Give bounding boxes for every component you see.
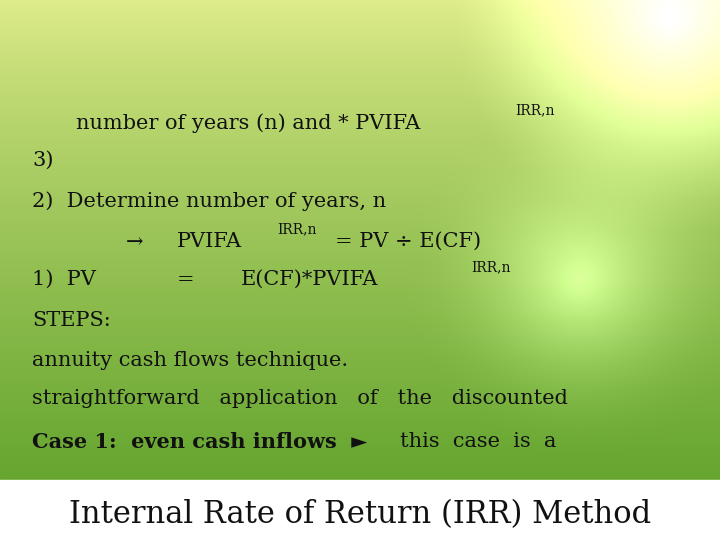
Text: annuity cash flows technique.: annuity cash flows technique. [32,351,348,370]
Text: 3): 3) [32,151,54,170]
Text: 1)  PV: 1) PV [32,270,96,289]
Text: IRR,n: IRR,n [472,260,511,274]
Text: =: = [176,270,194,289]
Text: Case 1:  even cash inflows  ►: Case 1: even cash inflows ► [32,432,368,452]
Text: Internal Rate of Return (IRR) Method: Internal Rate of Return (IRR) Method [69,500,651,530]
Text: STEPS:: STEPS: [32,310,111,329]
Text: →: → [126,232,143,251]
Text: IRR,n: IRR,n [515,104,554,118]
Text: PVIFA: PVIFA [176,232,241,251]
Text: straightforward   application   of   the   discounted: straightforward application of the disco… [32,389,568,408]
Text: IRR,n: IRR,n [277,222,317,237]
Text: E(CF)*PVIFA: E(CF)*PVIFA [241,270,379,289]
Text: 2)  Determine number of years, n: 2) Determine number of years, n [32,192,387,211]
Text: = PV ÷ E(CF): = PV ÷ E(CF) [335,232,481,251]
Text: number of years (n) and * PVIFA: number of years (n) and * PVIFA [76,113,420,133]
Text: this  case  is  a: this case is a [400,432,556,451]
